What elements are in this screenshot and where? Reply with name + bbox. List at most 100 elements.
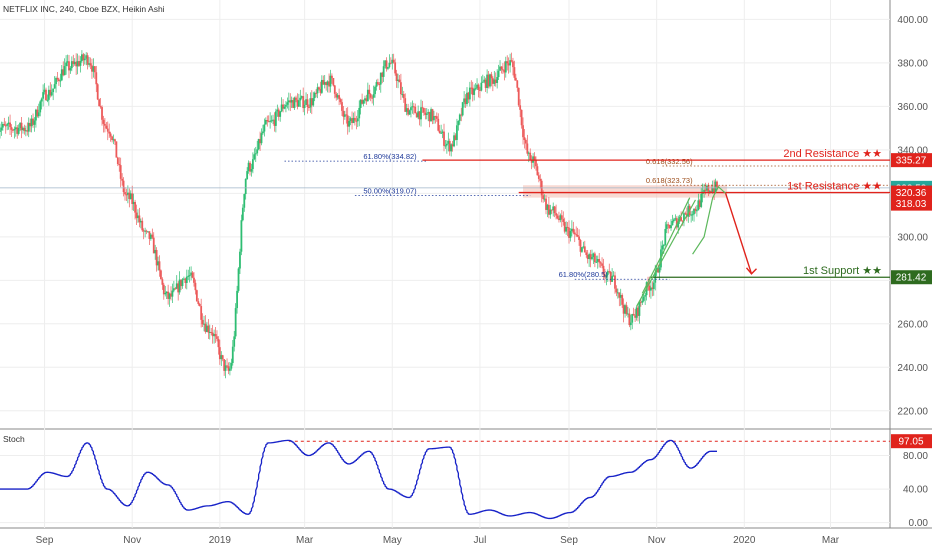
candle-body [13, 129, 16, 131]
candle-body [292, 100, 295, 108]
candle-body [131, 193, 134, 205]
stoch-level-tag [891, 434, 932, 449]
candle-body [285, 104, 287, 107]
candle-body [162, 284, 165, 295]
candle-body [167, 291, 170, 299]
candle-body [81, 54, 83, 62]
candle-body [313, 92, 316, 99]
candle-body [542, 195, 545, 200]
candle-body [570, 228, 573, 232]
candle-body [243, 194, 246, 208]
candle-body [220, 355, 223, 360]
candle-body [530, 159, 533, 163]
candle-body [642, 296, 645, 301]
candle-body [430, 109, 432, 122]
price-tag-label: 318.03 [896, 199, 927, 210]
candle-body [677, 221, 680, 228]
candle-body [24, 130, 27, 132]
candle-body [707, 185, 710, 192]
stoch-tick-label: 40.00 [903, 485, 928, 496]
candle-body [297, 100, 300, 107]
candle-body [716, 181, 718, 189]
candle-body [17, 127, 20, 134]
candle-body [250, 169, 253, 172]
candle-body [251, 159, 254, 170]
candle-body [16, 127, 19, 134]
candle-body [523, 137, 526, 140]
candle-body [555, 213, 557, 216]
candle-body [42, 92, 45, 99]
candle-body [23, 127, 26, 131]
candle-body [454, 135, 457, 140]
candle-body [195, 290, 198, 302]
candle-body [341, 102, 343, 111]
candle-body [101, 107, 103, 120]
candle-body [118, 164, 121, 166]
stoch-title: Stoch [3, 434, 25, 444]
candle-body [381, 72, 384, 77]
candle-body [26, 130, 29, 132]
candle-body [362, 100, 365, 104]
candle-body [467, 92, 470, 100]
candle-body [115, 141, 118, 158]
candle-body [95, 72, 98, 85]
candle-body [652, 282, 655, 290]
candle-body [338, 95, 341, 100]
price-level-label: 2nd Resistance ★★ [783, 148, 882, 160]
price-pane[interactable] [0, 0, 890, 428]
candle-body [565, 226, 568, 232]
price-tick-label: 260.00 [897, 319, 928, 330]
candle-body [704, 189, 707, 191]
candle-body [546, 204, 549, 210]
fib-level-label: 50.00%(319.07) [363, 186, 417, 195]
candle-body [537, 175, 540, 179]
candle-body [588, 254, 591, 260]
time-tick-label: Nov [648, 535, 666, 546]
candle-body [154, 249, 157, 254]
candle-body [207, 325, 210, 333]
candle-body [368, 89, 371, 95]
candle-body [210, 331, 213, 333]
candle-body [273, 119, 276, 126]
candle-body [549, 209, 552, 215]
candle-body [141, 220, 144, 231]
stoch-pane[interactable] [0, 430, 890, 528]
candle-body [629, 322, 632, 326]
candle-body [417, 111, 420, 118]
candle-body [50, 92, 53, 96]
candle-body [241, 207, 244, 221]
candle-body [152, 237, 155, 254]
candle-body [476, 84, 478, 89]
candle-body [181, 279, 184, 287]
candle-body [68, 61, 70, 71]
candle-body [52, 88, 55, 93]
candle-body [144, 230, 147, 232]
projection-arrow [724, 193, 753, 275]
candle-body [99, 106, 102, 108]
candle-body [394, 62, 397, 74]
candle-body [125, 194, 128, 196]
candle-body [164, 293, 167, 295]
candle-body [236, 290, 238, 309]
candle-body [372, 94, 375, 98]
candle-body [615, 288, 618, 293]
candle-body [260, 133, 263, 144]
candle-body [257, 139, 260, 150]
candle-body [671, 221, 674, 226]
candle-body [312, 98, 315, 106]
candle-body [583, 246, 586, 253]
candle-body [539, 178, 542, 181]
candle-body [244, 178, 247, 195]
candle-body [65, 62, 67, 67]
candle-body [714, 181, 717, 193]
candle-body [526, 143, 529, 154]
candle-body [322, 79, 325, 85]
trendline-upper [641, 197, 691, 294]
candle-body [47, 89, 50, 100]
candle-body [558, 218, 560, 221]
candle-body [673, 219, 675, 222]
candle-body [410, 107, 412, 111]
candle-body [586, 254, 589, 260]
candle-body [12, 129, 14, 131]
candle-body [157, 261, 159, 266]
